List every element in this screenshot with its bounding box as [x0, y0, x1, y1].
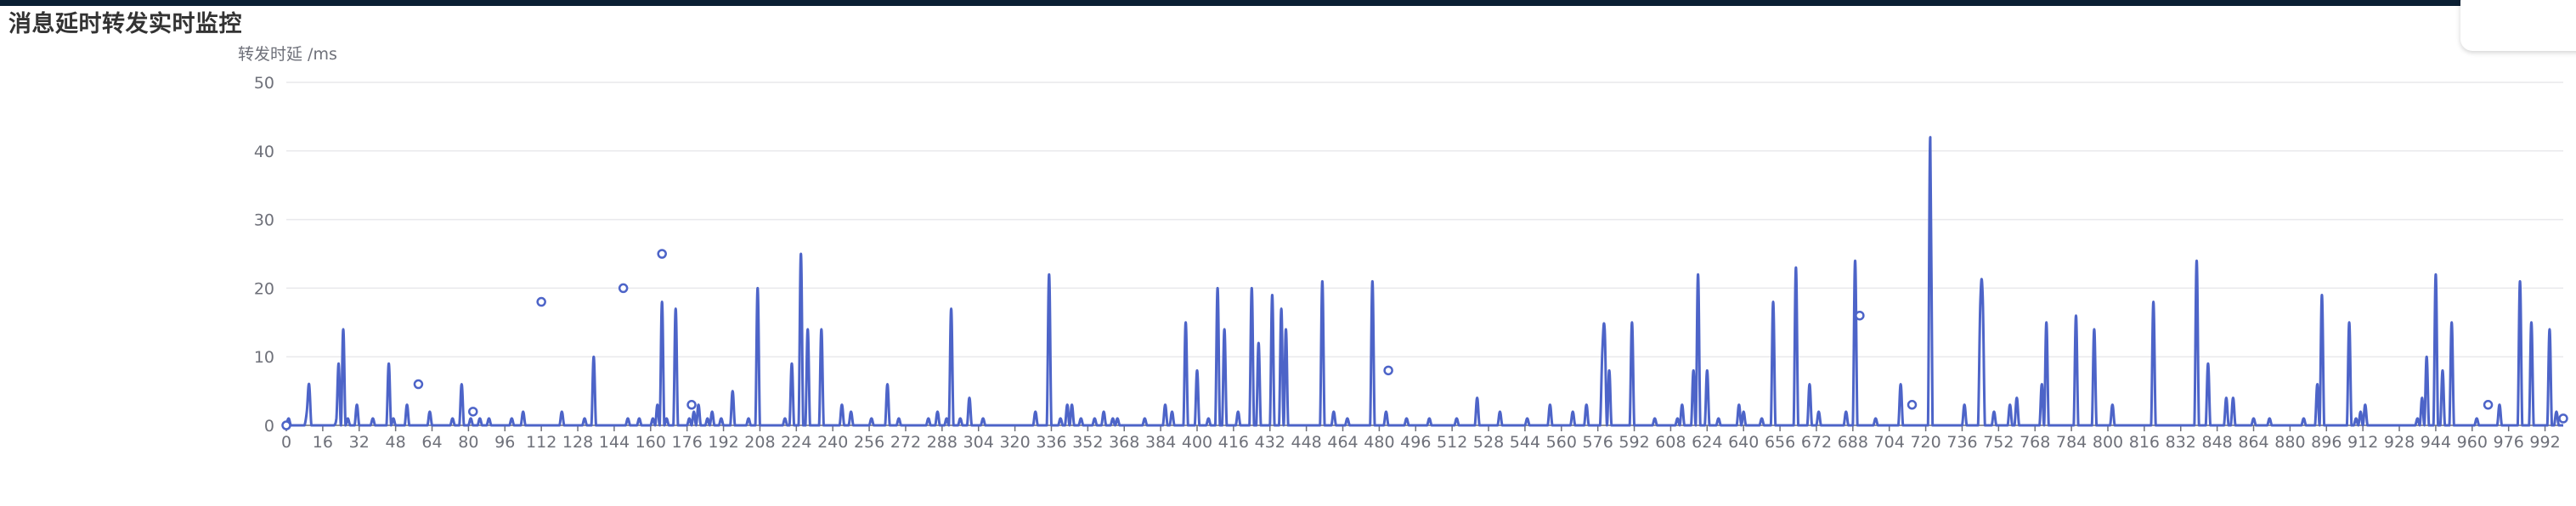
y-tick-label: 10 — [254, 348, 274, 367]
x-tick-label: 288 — [927, 433, 958, 452]
x-axis: 0 16 32 48 64 80 96 112 128 144 160 176 192 208 224 240… — [281, 424, 2563, 452]
x-tick-label: 848 — [2202, 433, 2233, 452]
y-tick-label: 30 — [254, 211, 274, 230]
x-tick-label: 800 — [2093, 433, 2123, 452]
y-axis-ticks: 0 10 20 30 40 50 — [254, 74, 274, 436]
x-tick-label: 560 — [1546, 433, 1577, 452]
x-tick-label: 944 — [2421, 433, 2451, 452]
x-tick-label: 384 — [1145, 433, 1176, 452]
x-tick-label: 48 — [386, 433, 406, 452]
x-tick-label: 0 — [281, 433, 291, 452]
x-tick-label: 272 — [890, 433, 921, 452]
x-tick-label: 496 — [1400, 433, 1431, 452]
x-tick-label: 144 — [599, 433, 630, 452]
grid-lines — [286, 82, 2563, 357]
x-tick-label: 832 — [2166, 433, 2196, 452]
data-point — [2558, 413, 2568, 424]
x-tick-label: 640 — [1728, 433, 1759, 452]
x-tick-label: 464 — [1327, 433, 1358, 452]
x-tick-label: 992 — [2529, 433, 2560, 452]
x-tick-label: 512 — [1437, 433, 1467, 452]
x-tick-label: 784 — [2056, 433, 2087, 452]
data-point — [1383, 365, 1393, 376]
data-point — [536, 296, 546, 307]
x-tick-label: 32 — [349, 433, 370, 452]
y-tick-label: 40 — [254, 143, 274, 161]
x-tick-label: 608 — [1655, 433, 1686, 452]
x-tick-label: 160 — [636, 433, 666, 452]
x-tick-label: 128 — [562, 433, 593, 452]
x-tick-label: 912 — [2347, 433, 2378, 452]
x-tick-label: 240 — [817, 433, 848, 452]
data-point — [281, 420, 291, 430]
x-tick-label: 192 — [708, 433, 738, 452]
x-tick-label: 176 — [672, 433, 703, 452]
x-tick-label: 768 — [2020, 433, 2050, 452]
y-tick-label: 50 — [254, 74, 274, 93]
y-tick-label: 0 — [264, 417, 274, 436]
x-tick-label: 368 — [1109, 433, 1139, 452]
x-tick-label: 256 — [854, 433, 884, 452]
data-point — [686, 400, 697, 410]
data-point — [413, 379, 424, 390]
y-tick-label: 20 — [254, 279, 274, 298]
x-tick-label: 112 — [526, 433, 556, 452]
top-bar — [0, 0, 2576, 6]
series-line-latency — [285, 136, 2563, 427]
x-tick-label: 736 — [1946, 433, 1977, 452]
x-tick-label: 656 — [1765, 433, 1795, 452]
x-tick-label: 624 — [1692, 433, 1722, 452]
x-tick-label: 928 — [2384, 433, 2415, 452]
x-tick-label: 960 — [2457, 433, 2488, 452]
x-tick-label: 688 — [1838, 433, 1868, 452]
x-tick-label: 592 — [1618, 433, 1649, 452]
x-tick-label: 64 — [421, 433, 442, 452]
x-tick-label: 400 — [1182, 433, 1212, 452]
x-tick-label: 480 — [1364, 433, 1394, 452]
data-point — [657, 249, 667, 259]
x-tick-label: 320 — [999, 433, 1030, 452]
x-tick-label: 528 — [1473, 433, 1504, 452]
x-tick-label: 576 — [1583, 433, 1613, 452]
x-tick-label: 448 — [1291, 433, 1322, 452]
page-title: 消息延时转发实时监控 — [8, 11, 242, 37]
x-tick-label: 416 — [1218, 433, 1249, 452]
y-axis-title: 转发时延 /ms — [238, 45, 337, 64]
x-tick-label: 336 — [1036, 433, 1066, 452]
data-point — [468, 407, 478, 417]
data-point — [1855, 310, 1865, 321]
x-tick-label: 96 — [494, 433, 515, 452]
corner-card — [2460, 0, 2576, 51]
x-tick-label: 304 — [963, 433, 994, 452]
x-tick-label: 352 — [1072, 433, 1103, 452]
x-tick-label: 224 — [781, 433, 811, 452]
data-point — [2483, 400, 2494, 410]
x-tick-label: 880 — [2274, 433, 2305, 452]
x-tick-label: 976 — [2494, 433, 2524, 452]
x-tick-label: 672 — [1801, 433, 1832, 452]
x-tick-label: 720 — [1910, 433, 1940, 452]
x-tick-label: 16 — [313, 433, 333, 452]
data-point — [1907, 400, 1918, 410]
x-tick-label: 864 — [2238, 433, 2268, 452]
x-tick-label: 432 — [1255, 433, 1285, 452]
data-point-markers — [281, 249, 2568, 430]
x-tick-label: 704 — [1874, 433, 1905, 452]
x-tick-label: 544 — [1510, 433, 1540, 452]
data-point — [618, 283, 629, 294]
x-tick-label: 80 — [458, 433, 478, 452]
x-tick-label: 896 — [2311, 433, 2342, 452]
x-tick-label: 816 — [2129, 433, 2160, 452]
x-tick-label: 208 — [744, 433, 775, 452]
x-tick-label: 752 — [1983, 433, 2014, 452]
